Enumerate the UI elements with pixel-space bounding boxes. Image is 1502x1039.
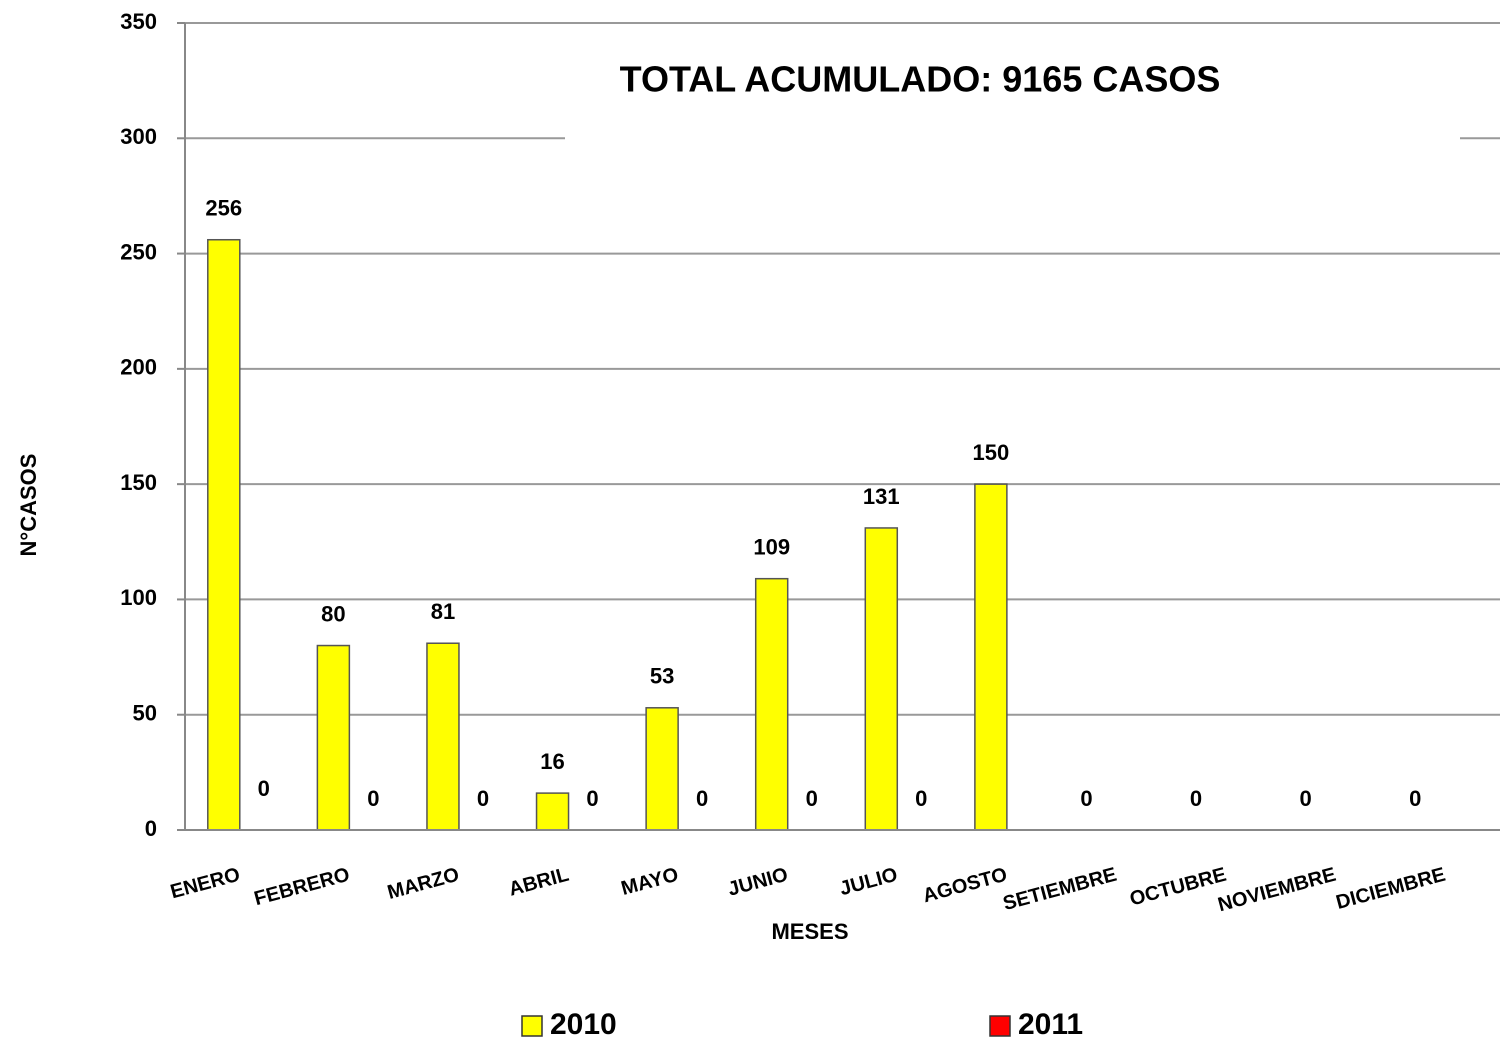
x-axis-label: MESES (771, 919, 848, 944)
data-label: 0 (258, 776, 270, 801)
y-tick-label: 150 (120, 470, 157, 495)
bar (864, 527, 899, 831)
y-axis-label: N°CASOS (16, 454, 41, 557)
data-label: 0 (696, 786, 708, 811)
bar (645, 707, 679, 831)
data-label: 0 (1300, 786, 1312, 811)
y-tick-label: 250 (120, 239, 157, 264)
legend-label: 2010 (550, 1008, 617, 1039)
data-label: 0 (367, 786, 379, 811)
data-label: 0 (1409, 786, 1421, 811)
data-label: 0 (1080, 786, 1092, 811)
data-label: 0 (1190, 786, 1202, 811)
y-tick-label: 200 (120, 355, 157, 380)
x-tick-label: SETIEMBRE (1001, 864, 1119, 915)
data-label: 109 (753, 534, 790, 559)
x-tick-label: NOVIEMBRE (1216, 864, 1339, 917)
data-label: 0 (915, 786, 927, 811)
x-tick-label: ENERO (168, 864, 242, 904)
title-background (565, 40, 1460, 148)
legend-swatch (989, 1015, 1011, 1037)
y-tick-label: 50 (133, 701, 157, 726)
x-tick-label: OCTUBRE (1127, 864, 1228, 911)
chart-title: TOTAL ACUMULADO: 9165 CASOS (620, 59, 1221, 100)
bar (974, 483, 1008, 831)
x-tick-label: FEBRERO (252, 864, 352, 911)
x-tick-label: DICIEMBRE (1334, 864, 1448, 914)
bar (426, 642, 460, 831)
y-tick-label: 350 (120, 9, 157, 34)
x-tick-label: JUNIO (726, 864, 791, 901)
x-tick-label: AGOSTO (920, 864, 1009, 908)
bar (207, 238, 241, 831)
bar (316, 644, 351, 831)
data-label: 0 (477, 786, 489, 811)
bar (535, 792, 570, 831)
y-tick-label: 100 (120, 585, 157, 610)
data-label: 150 (973, 440, 1010, 465)
y-tick-label: 300 (120, 124, 157, 149)
y-tick-label: 0 (145, 816, 157, 841)
data-label: 0 (586, 786, 598, 811)
bar (754, 577, 789, 831)
data-label: 16 (540, 749, 564, 774)
legend-swatch (521, 1015, 543, 1037)
data-label: 80 (321, 601, 345, 626)
x-tick-label: MAYO (619, 864, 681, 900)
legend-label: 2011 (1018, 1008, 1083, 1039)
x-tick-label: ABRIL (506, 864, 571, 901)
x-tick-label: MARZO (385, 864, 462, 904)
data-label: 131 (863, 484, 900, 509)
data-label: 81 (431, 599, 455, 624)
data-label: 53 (650, 664, 674, 689)
data-label: 256 (205, 196, 242, 221)
data-label: 0 (806, 786, 818, 811)
x-tick-label: JULIO (837, 864, 900, 900)
